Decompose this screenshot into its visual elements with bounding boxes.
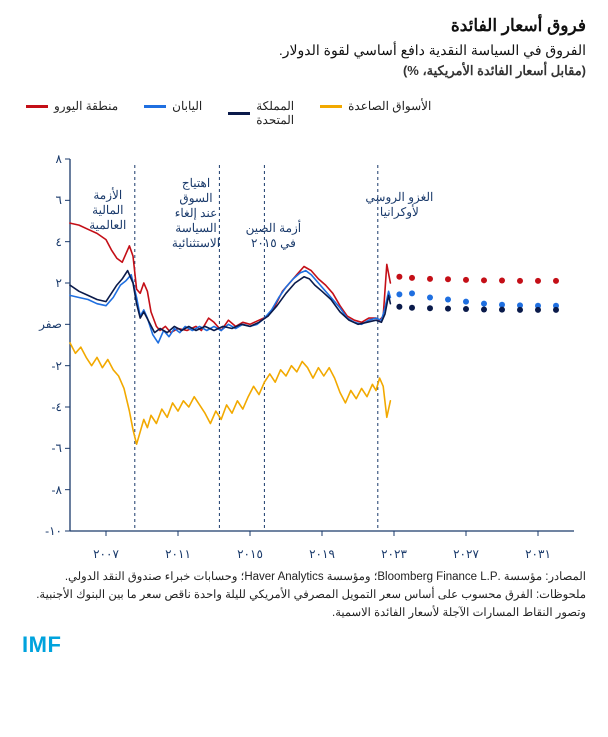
chart-title: فروق أسعار الفائدة	[22, 16, 586, 36]
x-tick-label: ٢٠٢٧	[453, 547, 479, 561]
y-tick-label: ٤-	[52, 400, 62, 414]
x-tick-label: ٢٠٣١	[525, 547, 551, 561]
legend-swatch	[26, 105, 48, 108]
x-tick-label: ٢٠٢٣	[381, 547, 407, 561]
legend-label: الأسواق الصاعدة	[348, 99, 431, 113]
x-tick-label: ٢٠١٥	[237, 547, 263, 561]
legend-item: اليابان	[144, 99, 202, 113]
y-tick-label: ٨	[56, 152, 62, 166]
chart-subsubtitle: (مقابل أسعار الفائدة الأمريكية، %)	[22, 63, 586, 79]
y-tick-label: ٦-	[52, 441, 62, 455]
sources-text: المصادر: مؤسسة .Bloomberg Finance L.P؛ و…	[22, 569, 586, 587]
chart-area: ١٠- ٨- ٦- ٤- ٢- صفر ٢ ٤ ٦ ٨ ٢٠٠٧ ٢٠١١ ٢٠١٥ ٢٠١٩ ٢٠٢٣ ٢٠…	[22, 131, 586, 561]
event-annotation: الأزمةالماليةالعالمية	[89, 188, 126, 233]
legend-item: المملكةالمتحدة	[228, 99, 294, 127]
legend-swatch	[144, 105, 166, 108]
legend-swatch	[320, 105, 342, 108]
x-tick-label: ٢٠١١	[165, 547, 191, 561]
imf-logo: IMF	[22, 632, 586, 658]
legend: منطقة اليورو اليابان المملكةالمتحدة الأسواق…	[26, 99, 582, 127]
footer: المصادر: مؤسسة .Bloomberg Finance L.P؛ و…	[22, 569, 586, 622]
legend-item: الأسواق الصاعدة	[320, 99, 431, 113]
y-tick-label: ٤	[56, 235, 62, 249]
y-tick-label: ٢-	[52, 359, 62, 373]
event-annotation: اهتياجالسوقعند إلغاءالسياسةالاستثنائية	[172, 176, 220, 251]
event-annotation: الغزو الروسيلأوكرانيا	[365, 190, 433, 220]
y-tick-label: صفر	[39, 317, 62, 331]
legend-label: المملكةالمتحدة	[256, 99, 294, 127]
y-tick-label: ٢	[56, 276, 62, 290]
legend-label: منطقة اليورو	[54, 99, 118, 113]
legend-swatch	[228, 112, 250, 115]
x-tick-label: ٢٠١٩	[309, 547, 335, 561]
event-annotation: أزمة الصينفي ٢٠١٥	[246, 221, 301, 251]
legend-label: اليابان	[172, 99, 202, 113]
y-tick-label: ٦	[56, 193, 62, 207]
notes-text: ملحوظات: الفرق محسوب على أساس سعر التموي…	[22, 587, 586, 623]
legend-item: منطقة اليورو	[26, 99, 118, 113]
chart-subtitle: الفروق في السياسة النقدية دافع أساسي لقو…	[22, 42, 586, 59]
x-tick-label: ٢٠٠٧	[93, 547, 119, 561]
y-tick-label: ١٠-	[45, 524, 62, 538]
y-tick-label: ٨-	[52, 483, 62, 497]
